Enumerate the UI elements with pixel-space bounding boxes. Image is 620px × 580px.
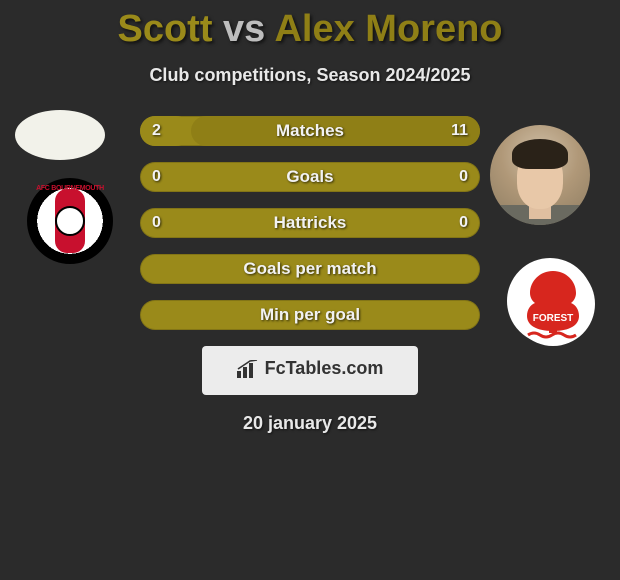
stat-label: Matches — [140, 116, 480, 146]
stat-value-p2: 0 — [447, 208, 480, 238]
bar-chart-icon — [237, 360, 259, 378]
stat-value-p1: 0 — [140, 208, 173, 238]
stat-bar: Min per goal — [140, 300, 480, 330]
vs-text: vs — [223, 8, 265, 50]
subtitle: Club competitions, Season 2024/2025 — [0, 65, 620, 86]
stat-value-p2: 11 — [439, 116, 480, 146]
stat-bars: Matches211Goals00Hattricks00Goals per ma… — [140, 116, 480, 330]
player2-name: Alex Moreno — [274, 8, 502, 50]
stat-label: Goals per match — [140, 254, 480, 284]
stat-value-p1: 2 — [140, 116, 173, 146]
stat-bar: Matches2 11 — [140, 116, 480, 146]
fctables-logo: FcTables.com — [202, 346, 418, 395]
stat-bar: Goals0 0 — [140, 162, 480, 192]
stat-bar: Goals per match — [140, 254, 480, 284]
comparison-title: Scott vs Alex Moreno — [0, 0, 620, 51]
stat-label: Hattricks — [140, 208, 480, 238]
player1-name: Scott — [117, 8, 212, 50]
logo-text: FcTables.com — [265, 358, 384, 379]
stat-label: Min per goal — [140, 300, 480, 330]
stat-bar: Hattricks0 0 — [140, 208, 480, 238]
stat-label: Goals — [140, 162, 480, 192]
stat-value-p2: 0 — [447, 162, 480, 192]
date: 20 january 2025 — [0, 413, 620, 434]
stat-value-p1: 0 — [140, 162, 173, 192]
